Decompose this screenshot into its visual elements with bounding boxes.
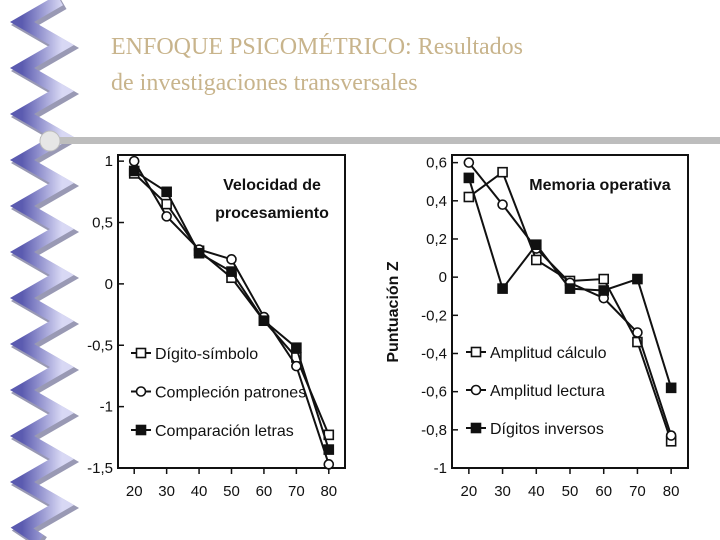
x-tick-label: 50 bbox=[223, 483, 240, 500]
y-tick-label: -1 bbox=[100, 399, 113, 416]
plot-annotation: procesamiento bbox=[215, 205, 329, 222]
plot-annotation: Velocidad de bbox=[223, 177, 321, 194]
point bbox=[128, 155, 140, 167]
point bbox=[463, 172, 475, 184]
point bbox=[497, 166, 508, 178]
y-tick-label: -1 bbox=[434, 460, 447, 477]
series-line bbox=[468, 170, 673, 442]
y-tick-label: -1,5 bbox=[87, 460, 113, 477]
point bbox=[226, 266, 237, 277]
legend-marker bbox=[470, 422, 482, 434]
x-tick-label: 70 bbox=[629, 483, 646, 500]
x-tick-label: 30 bbox=[494, 483, 511, 500]
slide-title-line: de investigaciones transversales bbox=[111, 70, 418, 96]
x-tick-label: 50 bbox=[562, 483, 579, 500]
point bbox=[161, 211, 172, 222]
x-tick-label: 60 bbox=[595, 483, 612, 500]
y-tick-label: -0,4 bbox=[421, 345, 447, 362]
legend-marker bbox=[470, 346, 482, 358]
x-tick-label: 20 bbox=[461, 483, 478, 500]
x-tick-label: 20 bbox=[126, 483, 143, 500]
legend-label: Comparación letras bbox=[155, 423, 294, 440]
y-tick-label: 0 bbox=[439, 269, 447, 286]
point bbox=[665, 382, 677, 394]
y-axis-label: Puntuación Z bbox=[385, 261, 402, 363]
legend-label: Dígito-símbolo bbox=[155, 346, 258, 363]
point bbox=[161, 186, 172, 198]
point bbox=[463, 157, 475, 168]
legend-marker bbox=[135, 424, 147, 436]
y-tick-label: 0,6 bbox=[426, 155, 447, 172]
x-tick-label: 40 bbox=[191, 483, 208, 500]
chart: 1 0,5 0 -0,5 -1 -1,5 20 30 40 50 60 70 80 Velocidad d… bbox=[87, 153, 346, 500]
x-tick-label: 80 bbox=[320, 483, 337, 500]
x-tick-label: 80 bbox=[663, 483, 680, 500]
point bbox=[598, 285, 610, 296]
x-tick-label: 40 bbox=[528, 483, 545, 500]
point bbox=[632, 273, 643, 285]
point bbox=[665, 430, 677, 441]
legend-marker bbox=[135, 347, 147, 359]
point bbox=[128, 165, 140, 177]
y-tick-label: 0,5 bbox=[92, 215, 113, 232]
point bbox=[226, 254, 237, 265]
y-tick-label: -0,2 bbox=[421, 307, 447, 324]
x-tick-label: 60 bbox=[256, 483, 273, 500]
divider-knob bbox=[39, 130, 61, 152]
divider-bar bbox=[40, 137, 720, 144]
point bbox=[258, 315, 270, 327]
y-tick-label: 0,4 bbox=[426, 193, 447, 210]
point bbox=[193, 247, 205, 259]
legend-marker bbox=[135, 386, 147, 397]
point bbox=[632, 327, 643, 338]
point bbox=[291, 342, 302, 354]
x-tick-label: 30 bbox=[158, 483, 175, 500]
legend-label: Dígitos inversos bbox=[490, 421, 604, 438]
slide-title-line: ENFOQUE PSICOMÉTRICO: Resultados bbox=[111, 34, 523, 60]
y-tick-label: 1 bbox=[105, 153, 113, 170]
point bbox=[323, 459, 335, 470]
point bbox=[463, 191, 475, 203]
point bbox=[598, 273, 610, 285]
legend-marker bbox=[470, 384, 482, 396]
y-tick-label: 0,2 bbox=[426, 231, 447, 248]
y-tick-label: -0,5 bbox=[87, 337, 113, 354]
point bbox=[530, 239, 542, 251]
y-tick-label: -0,6 bbox=[421, 384, 447, 401]
y-tick-label: -0,8 bbox=[421, 422, 447, 439]
chart: 0,6 0,4 0,2 0 -0,2 -0,4 -0,6 -0,8 -1 20 30 40 50 60 70… bbox=[385, 154, 689, 500]
point bbox=[291, 360, 302, 372]
point bbox=[497, 283, 508, 294]
plot-annotation: Memoria operativa bbox=[529, 177, 670, 194]
y-tick-label: 0 bbox=[105, 276, 113, 293]
point bbox=[497, 199, 508, 210]
point bbox=[161, 198, 172, 210]
legend-label: Amplitud cálculo bbox=[490, 345, 607, 362]
plot-frame bbox=[117, 154, 346, 469]
legend-label: Compleción patrones bbox=[155, 385, 306, 402]
x-tick-label: 70 bbox=[288, 483, 305, 500]
point bbox=[530, 254, 542, 266]
point bbox=[564, 283, 576, 294]
legend-label: Amplitud lectura bbox=[490, 383, 605, 400]
left-ribbon bbox=[9, 0, 80, 540]
point bbox=[323, 444, 335, 455]
